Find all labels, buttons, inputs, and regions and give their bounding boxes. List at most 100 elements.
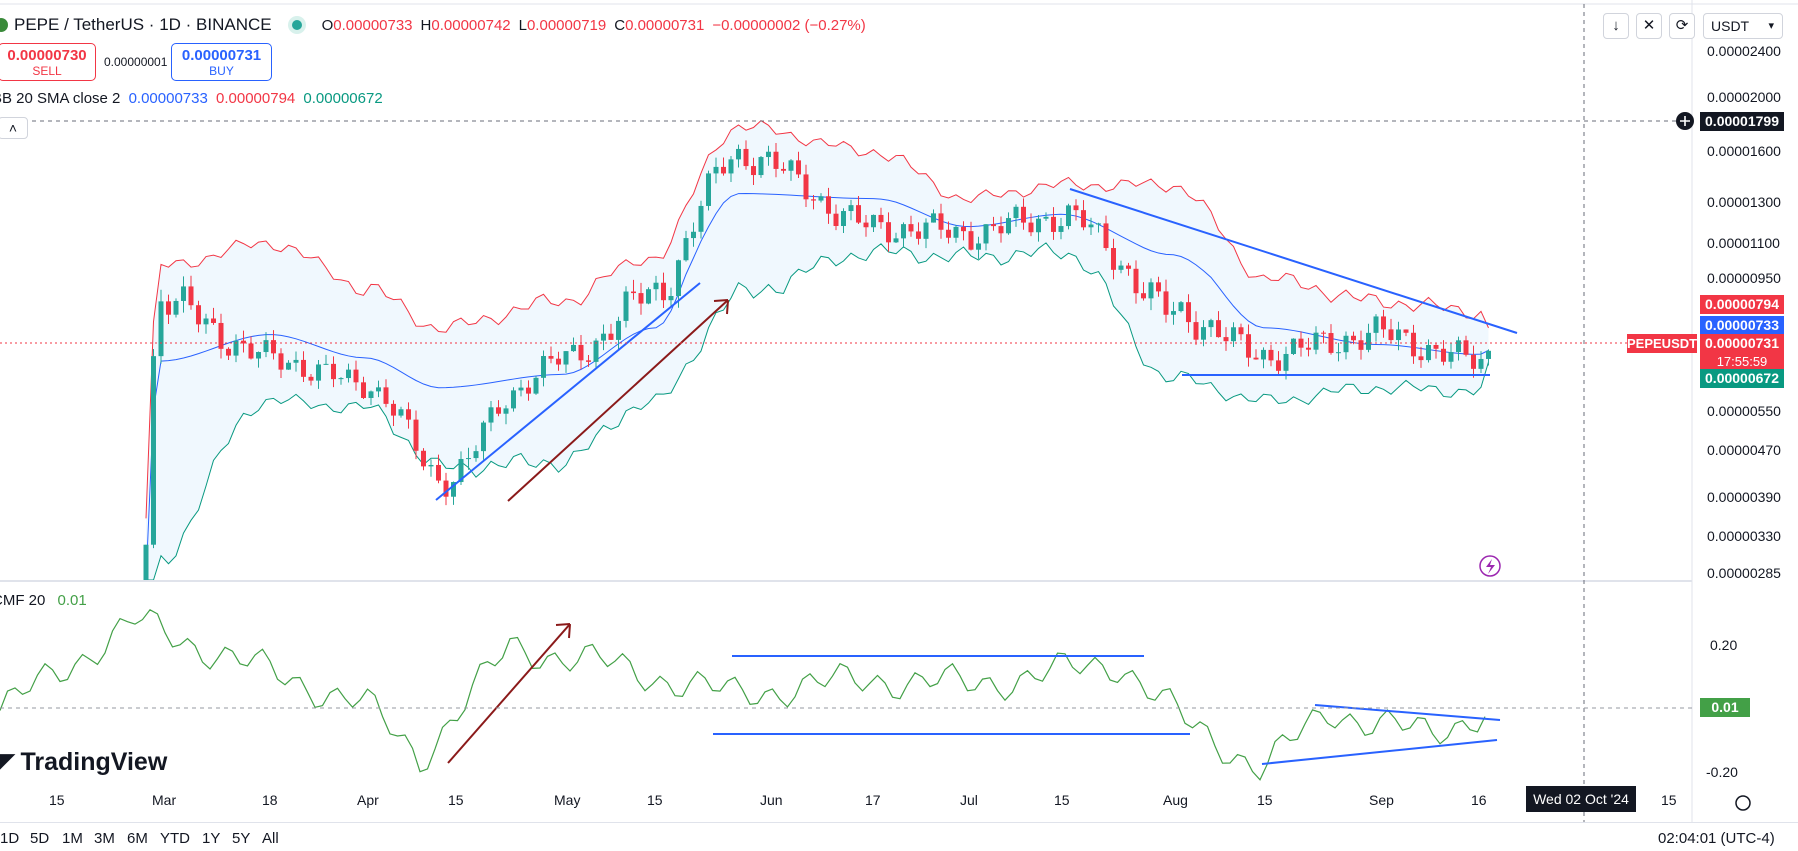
buy-price: 0.00000731 bbox=[181, 47, 262, 64]
open-value: 0.00000733 bbox=[333, 16, 413, 34]
candle-body bbox=[863, 222, 869, 228]
candle-body bbox=[1418, 356, 1424, 361]
collapse-button[interactable]: ✕ bbox=[1636, 13, 1662, 39]
candle-body bbox=[458, 459, 464, 483]
price-change: −0.00000002 (−0.27%) bbox=[712, 16, 866, 34]
timeframe-button-6m[interactable]: 6M bbox=[127, 830, 148, 847]
timeframe-button-3m[interactable]: 3M bbox=[94, 830, 115, 847]
candle-body bbox=[436, 464, 441, 481]
candle-body bbox=[1081, 210, 1086, 228]
candle-body bbox=[1156, 282, 1161, 292]
price-tick: 0.00000950 bbox=[1707, 270, 1781, 286]
timeframe-button-1m[interactable]: 1M bbox=[62, 830, 83, 847]
candle-body bbox=[428, 464, 434, 467]
candle-body bbox=[353, 369, 359, 383]
collapse-legend-button[interactable]: ˄ bbox=[0, 117, 28, 139]
candle-body bbox=[961, 226, 966, 232]
candle-body bbox=[1366, 332, 1371, 350]
candle-body bbox=[623, 291, 629, 321]
chevron-up-icon: ˄ bbox=[8, 120, 18, 136]
candle-body bbox=[773, 151, 779, 169]
candle-body bbox=[758, 157, 764, 176]
candle-body bbox=[593, 340, 599, 362]
candle-body bbox=[1133, 268, 1139, 294]
timeframe-button-1d[interactable]: 1D bbox=[0, 830, 20, 847]
candle-body bbox=[1246, 334, 1251, 358]
candle-body bbox=[421, 450, 426, 467]
high-value: 0.00000742 bbox=[431, 16, 511, 34]
candle-body bbox=[1358, 340, 1364, 350]
candle-body bbox=[263, 340, 269, 353]
reset-scale-icon[interactable] bbox=[1735, 795, 1751, 811]
timeframe-button-1y[interactable]: 1Y bbox=[202, 830, 221, 847]
arrow-head bbox=[555, 623, 571, 639]
crosshair-price-label: 0.00001799 bbox=[1700, 112, 1784, 131]
ohlc-low: L0.00000719 bbox=[518, 16, 607, 34]
candle-body bbox=[646, 289, 651, 304]
candle-body bbox=[391, 403, 396, 416]
trend-line bbox=[1314, 704, 1501, 721]
bb-fill bbox=[146, 120, 1489, 580]
candle-body bbox=[728, 159, 734, 174]
price-tick: 0.00001100 bbox=[1707, 235, 1780, 251]
fullscreen-button[interactable]: ⟳ bbox=[1669, 13, 1695, 39]
buy-button[interactable]: 0.00000731 BUY bbox=[171, 43, 272, 81]
time-tick: 15 bbox=[1054, 792, 1070, 808]
candle-body bbox=[1478, 358, 1484, 369]
candle-body bbox=[443, 480, 449, 497]
symbol-title[interactable]: PEPE / TetherUS · 1D · BINANCE bbox=[14, 15, 272, 34]
cmf-value: 0.01 bbox=[57, 592, 87, 609]
candle-body bbox=[1321, 332, 1326, 334]
candle-body bbox=[1336, 352, 1341, 354]
candle-body bbox=[1463, 340, 1469, 355]
bb-upper-value: 0.00000794 bbox=[216, 90, 296, 107]
time-tick: Aug bbox=[1163, 792, 1188, 808]
candle-body bbox=[1396, 329, 1401, 341]
timeframe-button-5y[interactable]: 5Y bbox=[232, 830, 251, 847]
timeframe-button-5d[interactable]: 5D bbox=[30, 830, 50, 847]
candle-body bbox=[871, 214, 876, 228]
candle-body bbox=[203, 318, 209, 325]
price-tick: 0.00002400 bbox=[1707, 43, 1781, 59]
timeframe-button-all[interactable]: All bbox=[262, 830, 279, 847]
bb-name: BB 20 SMA close 2 bbox=[0, 90, 121, 107]
candle-body bbox=[1306, 347, 1311, 350]
currency-select[interactable]: USDT ▾ bbox=[1703, 13, 1783, 39]
candle-body bbox=[1088, 224, 1094, 228]
candle-body bbox=[796, 160, 801, 175]
candle-body bbox=[608, 333, 614, 340]
candle-body bbox=[1208, 320, 1214, 328]
candle-body bbox=[706, 173, 711, 206]
bb-legend[interactable]: BB 20 SMA close 2 0.00000733 0.00000794 … bbox=[0, 90, 383, 107]
candle-body bbox=[211, 318, 216, 323]
candle-body bbox=[1118, 265, 1124, 270]
candle-body bbox=[1058, 226, 1064, 232]
last-price-value: 0.00000731 bbox=[1705, 335, 1779, 351]
arrow-down-button[interactable]: ↓ bbox=[1603, 13, 1629, 39]
candle-body bbox=[638, 293, 644, 304]
candle-body bbox=[1111, 248, 1116, 270]
candle-body bbox=[1171, 311, 1176, 315]
ohlc-close: C0.00000731 bbox=[614, 16, 705, 34]
cmf-tick-positive: 0.20 bbox=[1710, 637, 1738, 653]
tradingview-logo[interactable]: ◤ TradingView bbox=[0, 748, 167, 777]
candle-body bbox=[1268, 349, 1274, 361]
market-status-icon[interactable] bbox=[291, 20, 302, 30]
candle-body bbox=[196, 305, 201, 325]
candle-body bbox=[631, 291, 636, 294]
candle-body bbox=[788, 160, 794, 171]
sell-button[interactable]: 0.00000730 SELL bbox=[0, 43, 96, 81]
cmf-legend[interactable]: CMF 20 0.01 bbox=[0, 592, 87, 609]
clock[interactable]: 02:04:01 (UTC-4) bbox=[1658, 830, 1775, 847]
time-tick: 15 bbox=[647, 792, 663, 808]
candle-body bbox=[1036, 218, 1041, 233]
candle-body bbox=[188, 286, 194, 306]
sell-label: SELL bbox=[32, 64, 62, 78]
candle-body bbox=[1283, 353, 1289, 371]
candle-body bbox=[233, 340, 239, 356]
candle-body bbox=[1381, 316, 1386, 330]
candle-body bbox=[1276, 360, 1281, 371]
bb-lower-label: 0.00000672 bbox=[1700, 369, 1784, 388]
timeframe-button-ytd[interactable]: YTD bbox=[160, 830, 190, 847]
